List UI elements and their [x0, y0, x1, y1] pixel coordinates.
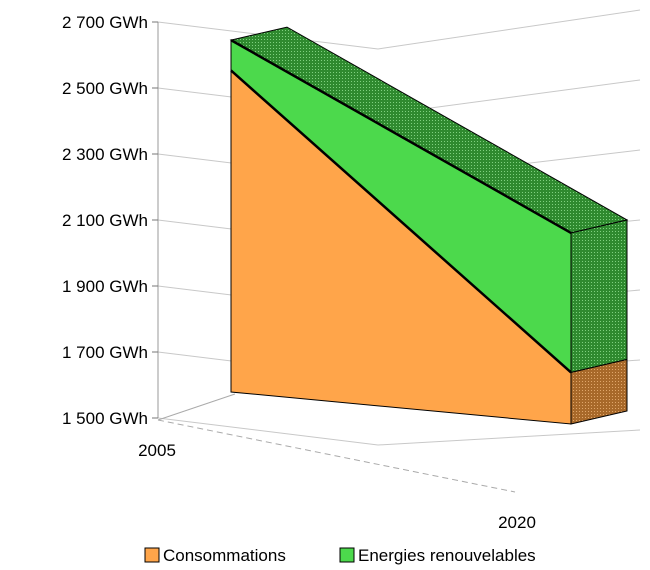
x-tick-label: 2020: [498, 513, 536, 532]
y-tick-label: 2 300 GWh: [62, 145, 148, 164]
legend-label-energies-renouvelables: Energies renouvelables: [358, 546, 536, 565]
y-axis: [152, 21, 159, 419]
gridline: [157, 417, 379, 446]
area-side-energies-renouvelables: [570, 219, 628, 374]
legend-swatch-energies-renouvelables: [339, 547, 355, 563]
legend: Consommations Energies renouvelables: [144, 546, 536, 565]
x-tick-label: 2005: [138, 441, 176, 460]
gridline: [377, 429, 641, 446]
series-boundary-line: [230, 69, 572, 374]
y-tick-label: 2 100 GWh: [62, 211, 148, 230]
areas: [229, 26, 629, 425]
y-tick-label: 1 700 GWh: [62, 343, 148, 362]
y-tick-label: 2 500 GWh: [62, 79, 148, 98]
y-tick-label: 2 700 GWh: [62, 13, 148, 32]
legend-swatch-consommations: [144, 547, 160, 563]
y-tick-label: 1 500 GWh: [62, 409, 148, 428]
series-top-line: [230, 39, 572, 234]
gridline: [377, 9, 641, 50]
legend-label-consommations: Consommations: [163, 546, 286, 565]
y-tick-label: 1 900 GWh: [62, 277, 148, 296]
labels: 1 500 GWh 1 700 GWh 1 900 GWh 2 100 GWh 2 30…: [62, 13, 536, 532]
floor-line: [157, 393, 236, 421]
floor-line: [157, 419, 516, 493]
